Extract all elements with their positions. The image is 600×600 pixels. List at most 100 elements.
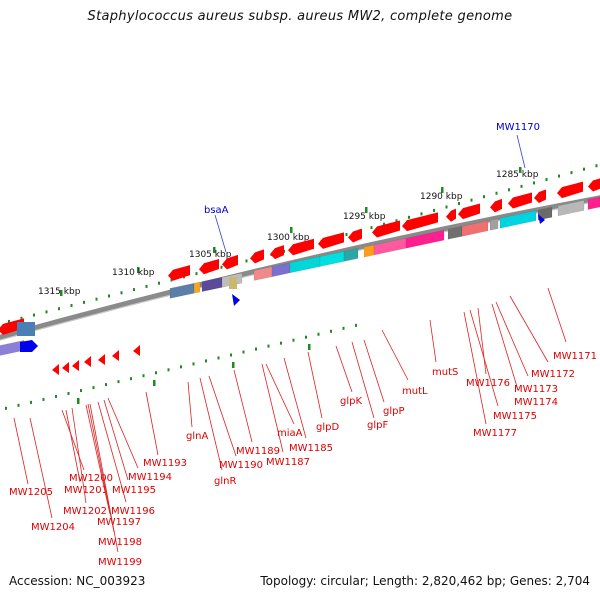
callout-line [547,287,567,343]
callout-line [233,369,253,443]
genome-title: Staphylococcus aureus subsp. aureus MW2,… [87,9,513,24]
gene-arrow-small [72,360,79,371]
callout-line [307,351,323,419]
lower-ruler-dot [330,329,332,333]
ruler-dot [58,307,60,311]
ruler-dot [483,195,485,199]
feature-block [169,282,195,299]
feature-block [193,281,201,294]
lower-ruler-tick [232,362,235,368]
lower-ruler-dot [292,338,295,342]
callout-label: MW1175 [493,411,537,422]
ruler-dot [8,319,10,323]
lower-ruler-dot [130,377,132,381]
lower-ruler-dot [180,365,182,369]
ruler-tick-label: 1295 kbp [343,212,386,222]
feature-block [537,206,553,221]
lower-ruler-dot [55,394,57,398]
blue-arrow-marker [538,214,545,224]
callout-label: MW1205 [9,487,53,498]
callout-label: MW1201 [64,485,108,496]
feature-block [557,200,585,217]
lower-ruler-dot [317,332,320,336]
ruler-dot [95,297,98,301]
callout-label: MW1190 [219,460,263,471]
gene-arrow [458,203,480,220]
ruler-dot [33,313,35,317]
lower-ruler-dot [217,356,220,360]
ruler-tick-label: 1300 kbp [267,233,310,243]
callout-label: MW1199 [98,557,142,568]
gene-arrow [288,238,314,256]
callout-line [13,417,29,485]
gene-arrow [402,212,438,232]
callout-line [187,381,193,428]
gene-arrow [534,189,546,204]
callout-line [283,357,307,439]
callout-line [265,363,295,425]
feature-block [17,322,35,336]
callout-line [214,214,227,253]
callout-line [495,301,529,377]
ruler-dot [583,167,585,171]
callout-line [335,345,353,393]
ruler-dot [508,188,510,192]
feature-block [461,220,489,237]
callout-line [85,404,111,515]
lower-ruler-dot [255,347,257,351]
lower-ruler-dot [155,371,157,375]
callout-line [145,391,159,456]
callout-label: glnA [186,431,208,442]
ruler-dot [108,294,110,298]
ruler-tick [441,187,444,193]
callout-label: MW1200 [69,473,113,484]
callout-line [61,409,85,471]
lower-ruler-dot [230,353,232,357]
ruler-dot [445,205,448,209]
feature-block [201,277,223,292]
gene-arrow [446,208,456,222]
ruler-tick [213,247,216,253]
lower-ruler-dot [105,383,107,387]
ruler-dot [20,316,23,320]
lower-ruler-dot [205,359,207,363]
ruler-tick-label: 1290 kbp [420,192,463,202]
lower-ruler-dot [342,326,345,330]
gene-arrow [588,178,600,192]
ruler-tick [60,290,63,296]
ruler-dot [558,174,560,178]
ruler-dot [383,222,385,226]
ruler-dot [345,232,348,236]
blue-arrow-marker [232,294,240,306]
callout-label: MW1202 [63,506,107,517]
ruler-dot [520,184,523,188]
lower-ruler-dot [17,403,20,407]
ruler-dot [433,208,435,212]
callout-line [89,403,119,553]
ruler-dot [133,288,135,292]
ruler-tick-label: 1315 kbp [38,287,81,297]
gene-arrow [318,232,344,249]
ruler-dot [395,219,398,223]
lower-ruler-dot [80,389,82,393]
gene-arrow [199,258,219,275]
ruler-tick-label: 1310 kbp [112,268,155,278]
ruler-dot [83,300,85,304]
callout-label: MW1177 [473,428,517,439]
accession-label: Accession: NC_003923 [9,574,146,588]
callout-label: mutS [432,367,458,378]
feature-block [363,244,375,258]
callout-label: mutL [402,386,428,397]
callout-line [509,295,549,363]
callout-label: MW1170 [496,122,540,133]
ruler-dot [370,226,373,230]
callout-line [107,397,139,469]
ruler-dot [120,291,123,295]
callout-line [87,403,115,533]
ruler-dot [158,281,160,285]
callout-label: MW1193 [143,458,187,469]
gene-arrow [490,198,502,213]
callout-line [516,134,526,169]
gene-arrow [508,192,532,209]
gene-arrow [270,245,284,260]
